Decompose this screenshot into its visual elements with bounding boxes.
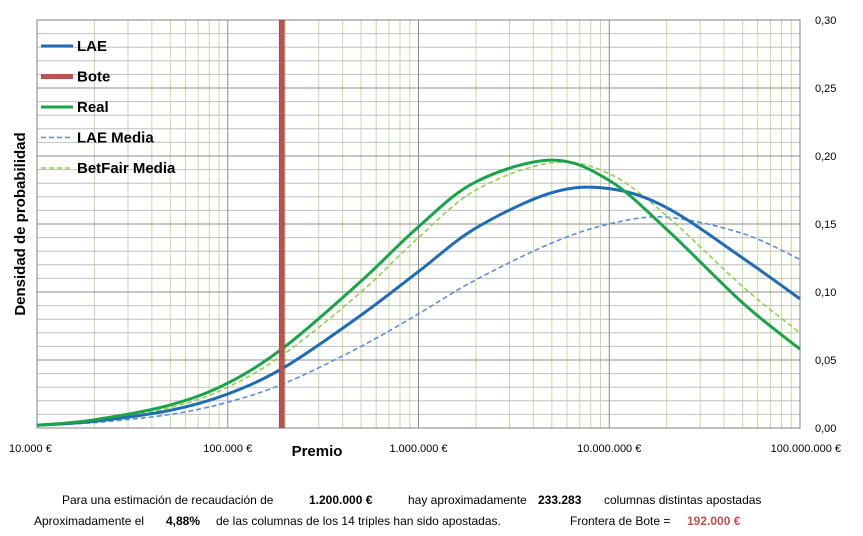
series-bote-line (279, 19, 285, 429)
series-real-line (36, 158, 801, 427)
y-tick-label: 0,00 (815, 423, 836, 435)
x-tick-label: 100.000 € (203, 443, 252, 455)
footer-estimate-middle: hay aproximadamente (408, 493, 527, 507)
y-tick-labels: 0,00 0,05 0,10 0,15 0,20 0,25 0,30 (815, 15, 836, 435)
y-axis-title: Densidad de probabilidad (12, 132, 29, 315)
x-tick-labels: 10.000 € 100.000 € 1.000.000 € 10.000.000 €… (9, 443, 841, 455)
footer-percent-middle: de las columnas de los 14 triples han si… (216, 514, 501, 528)
x-tick-label: 10.000.000 € (577, 443, 641, 455)
y-tick-label: 0,20 (815, 151, 836, 163)
series-betfair-media-line (36, 161, 801, 427)
footer-columns-count: 233.283 (538, 493, 582, 507)
footer-estimate-prefix: Para una estimación de recaudación de (62, 493, 274, 507)
plot-frame (36, 19, 801, 429)
y-tick-label: 0,15 (815, 219, 836, 231)
x-axis-title: Premio (292, 443, 343, 460)
footer-estimate-amount: 1.200.000 € (309, 493, 373, 507)
legend-label-lae: LAE (77, 38, 107, 55)
series-layer (36, 19, 801, 429)
legend-label-betfair-media: BetFair Media (77, 160, 176, 177)
footer-bote-value: 192.000 € (687, 514, 741, 528)
legend: LAE Bote Real LAE Media BetFair Media (41, 38, 176, 177)
footer-percent-prefix: Aproximadamente el (34, 514, 145, 528)
legend-label-lae-media: LAE Media (77, 130, 154, 147)
y-tick-label: 0,25 (815, 83, 836, 95)
y-tick-label: 0,30 (815, 15, 836, 27)
x-tick-label: 100.000.000 € (771, 443, 841, 455)
x-tick-label: 10.000 € (9, 443, 52, 455)
footer-columns-suffix: columnas distintas apostadas (604, 493, 762, 507)
y-tick-label: 0,10 (815, 287, 836, 299)
series-lae-media-line (36, 216, 801, 427)
footer-percent-value: 4,88% (166, 514, 201, 528)
x-tick-label: 1.000.000 € (389, 443, 447, 455)
footer-bote-label: Frontera de Bote = (570, 514, 671, 528)
chart-background (0, 0, 863, 470)
legend-label-bote: Bote (77, 69, 110, 86)
density-chart: 10.000 € 100.000 € 1.000.000 € 10.000.000 €… (0, 0, 863, 470)
y-tick-label: 0,05 (815, 355, 836, 367)
series-lae-line (36, 185, 801, 427)
legend-label-real: Real (77, 99, 109, 116)
